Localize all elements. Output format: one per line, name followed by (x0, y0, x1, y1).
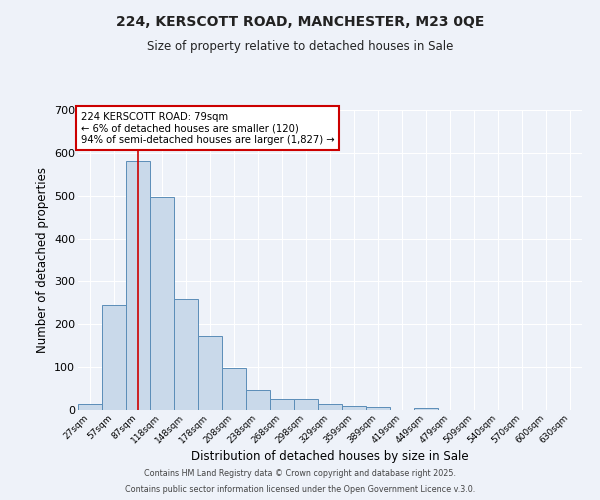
Bar (366, 408, 390, 410)
Bar (126, 162, 150, 410)
Text: 224, KERSCOTT ROAD, MANCHESTER, M23 0QE: 224, KERSCOTT ROAD, MANCHESTER, M23 0QE (116, 15, 484, 29)
Bar (174, 300, 198, 410)
X-axis label: Distribution of detached houses by size in Sale: Distribution of detached houses by size … (191, 450, 469, 464)
Bar (246, 390, 270, 410)
Bar (78, 404, 102, 410)
Bar (294, 400, 318, 410)
Bar (270, 400, 294, 410)
Bar (342, 406, 366, 410)
Text: Size of property relative to detached houses in Sale: Size of property relative to detached ho… (147, 40, 453, 53)
Bar (414, 408, 438, 410)
Text: Contains HM Land Registry data © Crown copyright and database right 2025.: Contains HM Land Registry data © Crown c… (144, 468, 456, 477)
Bar (102, 305, 126, 410)
Bar (318, 404, 342, 410)
Bar (198, 336, 222, 410)
Text: 224 KERSCOTT ROAD: 79sqm
← 6% of detached houses are smaller (120)
94% of semi-d: 224 KERSCOTT ROAD: 79sqm ← 6% of detache… (80, 112, 334, 144)
Bar (150, 196, 174, 410)
Y-axis label: Number of detached properties: Number of detached properties (35, 167, 49, 353)
Bar (222, 368, 246, 410)
Text: Contains public sector information licensed under the Open Government Licence v.: Contains public sector information licen… (125, 485, 475, 494)
